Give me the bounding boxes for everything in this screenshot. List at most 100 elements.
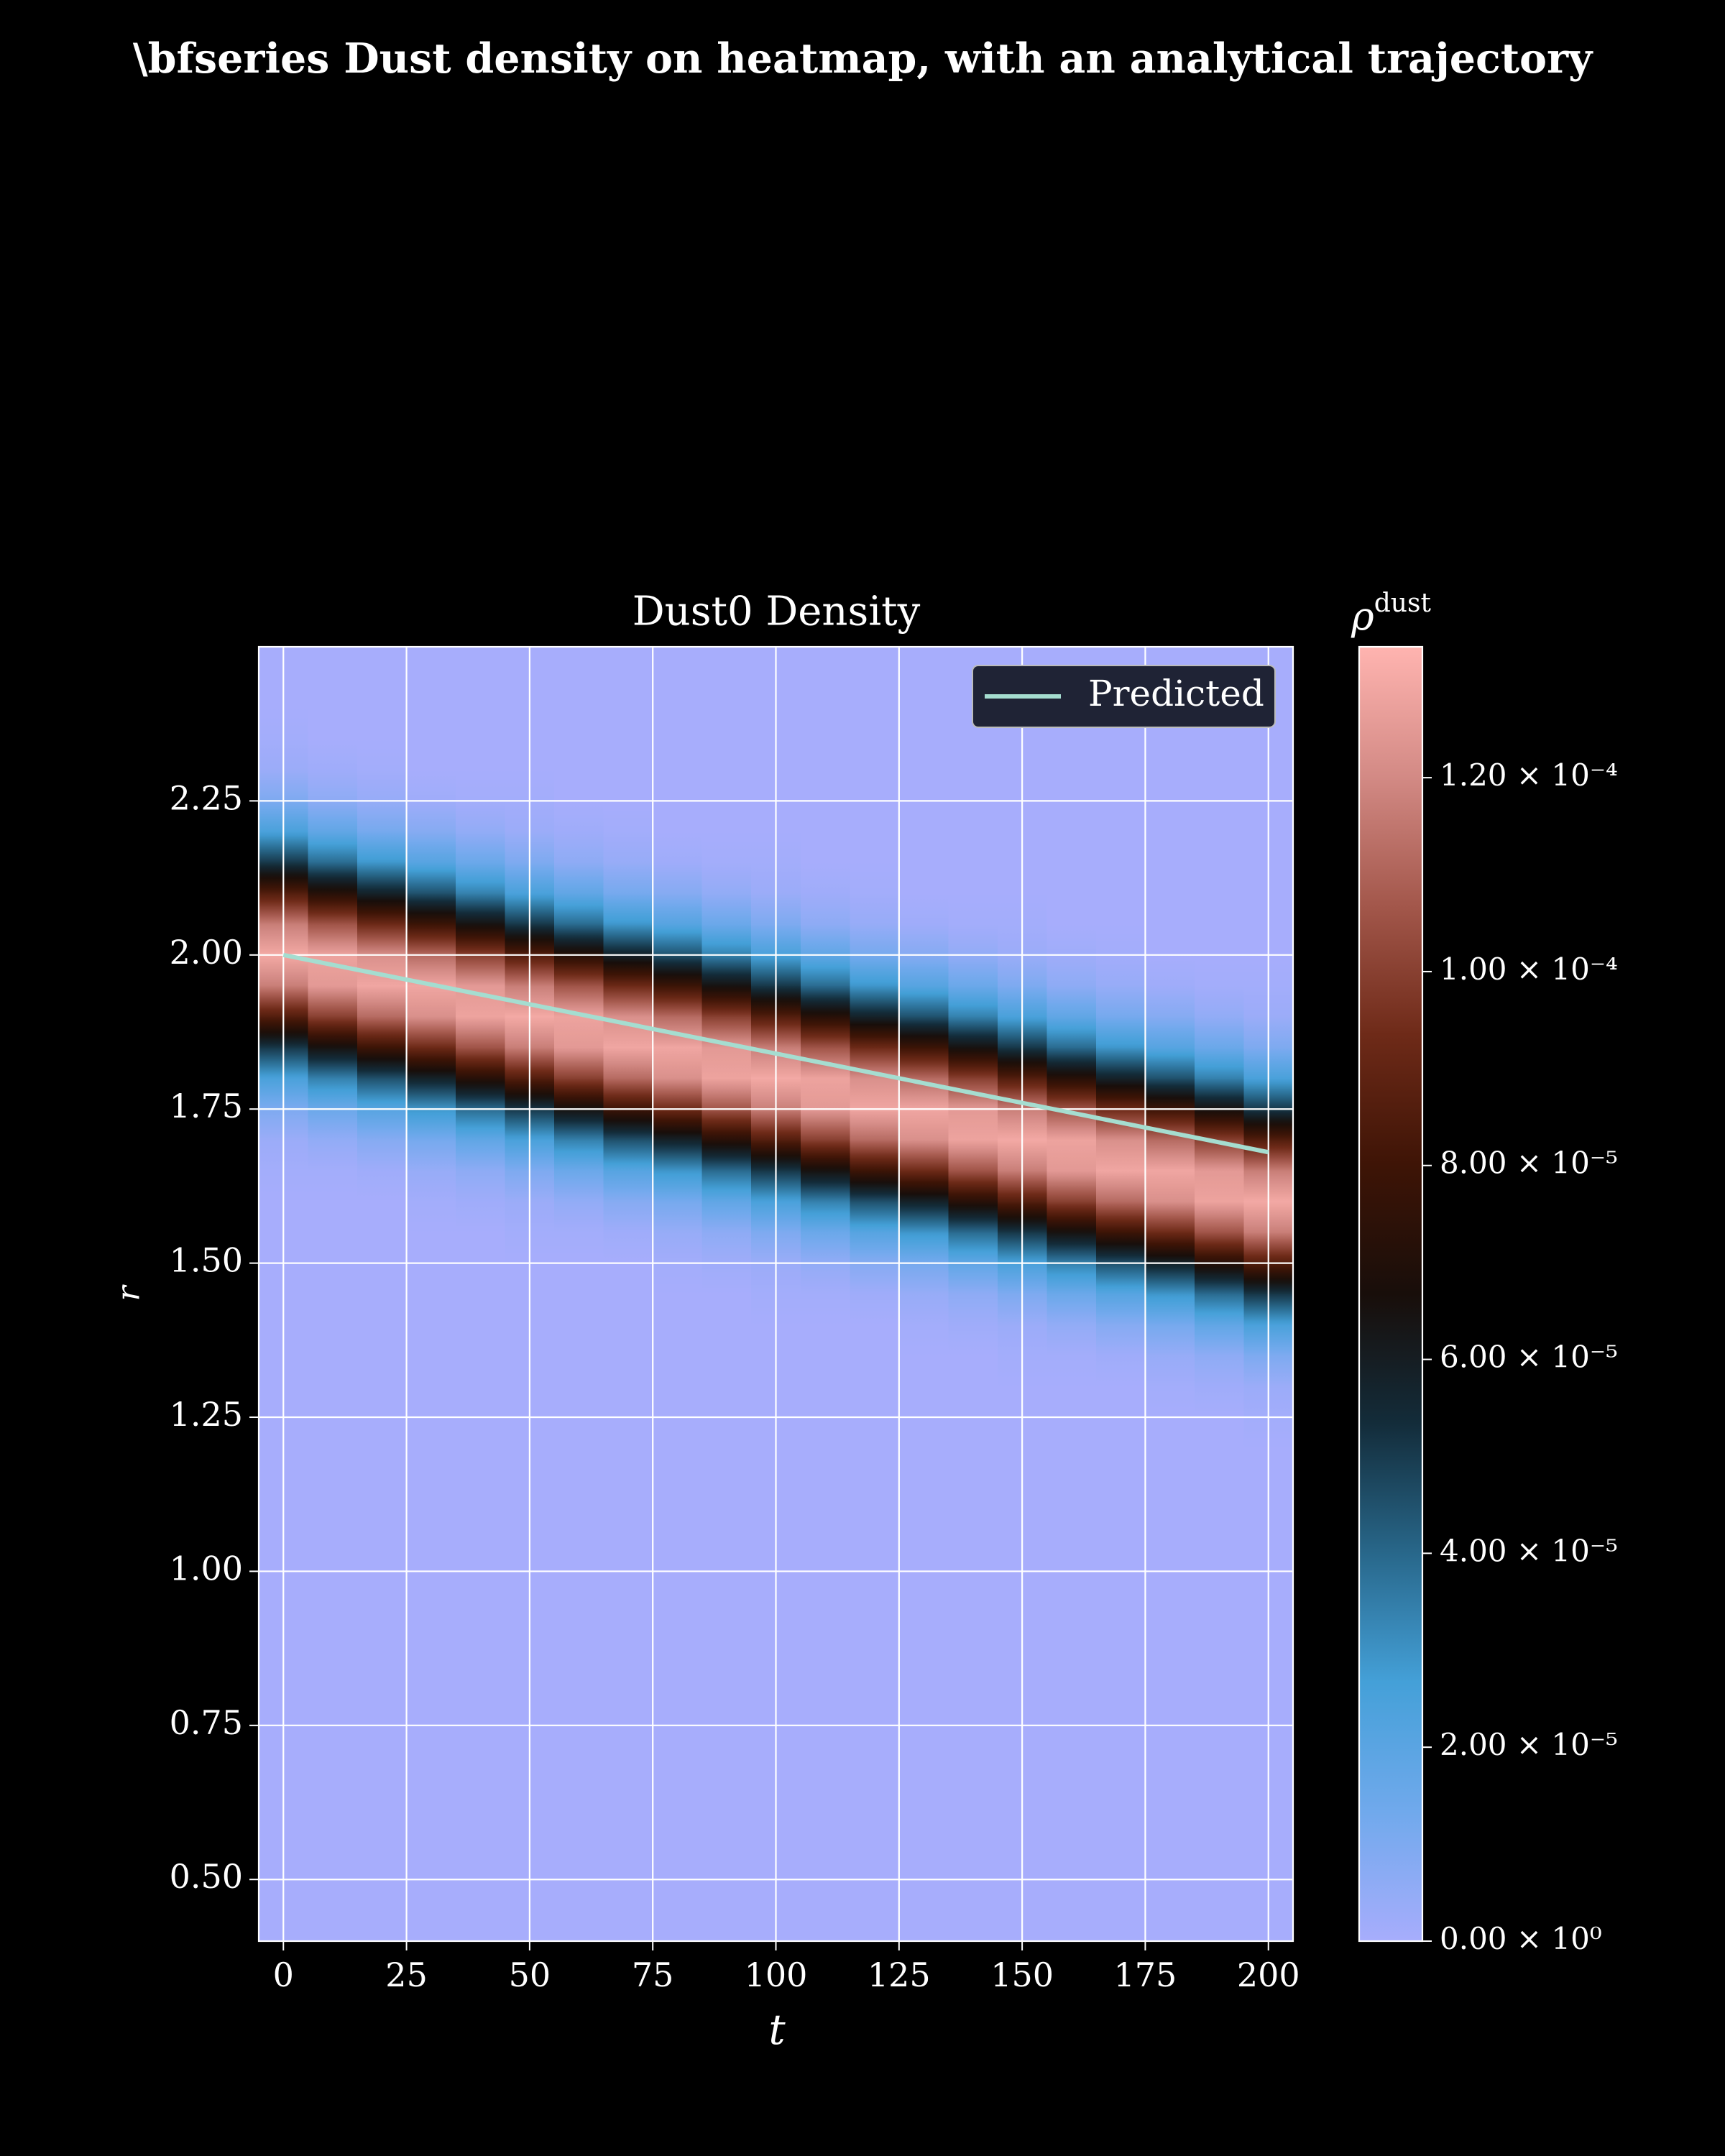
- heatmap-cell: [406, 647, 456, 678]
- heatmap-cell: [850, 801, 899, 832]
- heatmap-cell: [948, 1263, 998, 1294]
- heatmap-cell: [948, 1294, 998, 1325]
- heatmap-cell: [653, 1355, 702, 1387]
- heatmap-cell: [456, 1140, 505, 1171]
- heatmap-cell: [850, 1694, 899, 1726]
- heatmap-cell: [554, 1571, 604, 1603]
- heatmap-cell: [406, 1818, 456, 1849]
- heatmap-cell: [554, 647, 604, 678]
- heatmap-cell: [702, 1325, 752, 1356]
- heatmap-cell: [1046, 1447, 1096, 1480]
- heatmap-cell: [406, 1232, 456, 1264]
- heatmap-cell: [1145, 1355, 1195, 1387]
- heatmap-cell: [898, 1355, 949, 1387]
- heatmap-cell: [850, 1848, 899, 1880]
- heatmap-cell: [357, 1047, 407, 1079]
- heatmap-cell: [1194, 1879, 1244, 1911]
- heatmap-cell: [1095, 1417, 1146, 1449]
- heatmap-cell: [898, 1386, 949, 1418]
- heatmap-cell: [406, 1725, 456, 1757]
- heatmap-cell: [406, 1078, 456, 1110]
- heatmap-cell: [406, 1447, 456, 1480]
- heatmap-cell: [948, 1725, 998, 1757]
- heatmap-cell: [948, 985, 998, 1018]
- heatmap-cell: [456, 1818, 505, 1849]
- heatmap-cell: [653, 1725, 702, 1757]
- heatmap-cell: [653, 1078, 702, 1110]
- heatmap-cell: [1145, 1910, 1195, 1942]
- heatmap-cell: [702, 1355, 752, 1387]
- heatmap-cell: [898, 923, 949, 956]
- heatmap-cell: [850, 677, 899, 709]
- heatmap-cell: [406, 739, 456, 771]
- heatmap-cell: [1095, 1509, 1146, 1542]
- x-tick-label: 125: [868, 1955, 931, 1994]
- heatmap-cell: [456, 1294, 505, 1325]
- heatmap-cell: [456, 1355, 505, 1387]
- heatmap-cell: [554, 1047, 604, 1079]
- heatmap-cell: [308, 1263, 358, 1294]
- heatmap-cell: [308, 1694, 358, 1726]
- heatmap-cell: [1095, 1232, 1146, 1264]
- heatmap-cell: [1046, 1787, 1096, 1818]
- heatmap-cell: [850, 708, 899, 740]
- heatmap-cell: [702, 1263, 752, 1294]
- heatmap-cell: [702, 1848, 752, 1880]
- heatmap-cell: [948, 1016, 998, 1048]
- heatmap-cell: [800, 923, 850, 956]
- heatmap-cell: [898, 1694, 949, 1726]
- legend-box: [972, 665, 1276, 728]
- heatmap-cell: [1095, 862, 1146, 894]
- heatmap-cell: [653, 1787, 702, 1818]
- heatmap-cell: [554, 708, 604, 740]
- heatmap-cell: [1095, 1355, 1146, 1387]
- heatmap-cell: [554, 1818, 604, 1849]
- heatmap-cell: [603, 708, 653, 740]
- heatmap-cell: [1095, 1294, 1146, 1325]
- heatmap-cell: [898, 1232, 949, 1264]
- heatmap-cell: [1145, 1201, 1195, 1233]
- heatmap-cell: [653, 1879, 702, 1911]
- heatmap-cell: [603, 1355, 653, 1387]
- heatmap-cell: [1194, 862, 1244, 894]
- heatmap-cell: [653, 1910, 702, 1942]
- heatmap-cell: [948, 1417, 998, 1449]
- heatmap-cell: [800, 1417, 850, 1449]
- x-tick-label: 75: [632, 1955, 674, 1994]
- heatmap-cell: [456, 708, 505, 740]
- heatmap-cell: [456, 801, 505, 832]
- heatmap-cell: [1095, 1602, 1146, 1634]
- heatmap-cell: [850, 1109, 899, 1141]
- heatmap-cell: [1046, 1170, 1096, 1202]
- heatmap-cell: [1046, 1355, 1096, 1387]
- heatmap-cell: [898, 954, 949, 987]
- heatmap-cell: [1046, 1694, 1096, 1726]
- heatmap-cell: [1194, 1355, 1244, 1387]
- heatmap-cell: [850, 862, 899, 894]
- heatmap-cell: [800, 1756, 850, 1788]
- y-tick-label: 1.00: [170, 1549, 243, 1588]
- heatmap-cell: [1194, 1016, 1244, 1048]
- heatmap-cell: [653, 1325, 702, 1356]
- heatmap-cell: [1095, 1047, 1146, 1079]
- heatmap-cell: [308, 1294, 358, 1325]
- heatmap-cell: [702, 985, 752, 1018]
- heatmap-cell: [603, 1602, 653, 1634]
- heatmap-cell: [406, 1201, 456, 1233]
- heatmap-cell: [1145, 1016, 1195, 1048]
- heatmap-cell: [948, 1201, 998, 1233]
- x-axis-label: t: [768, 2005, 786, 2054]
- heatmap-cell: [653, 1664, 702, 1695]
- heatmap-cell: [948, 1787, 998, 1818]
- heatmap-cell: [702, 1109, 752, 1141]
- heatmap-cell: [406, 1756, 456, 1788]
- heatmap-cell: [456, 893, 505, 925]
- heatmap-cell: [800, 1818, 850, 1849]
- heatmap-cell: [456, 1787, 505, 1818]
- heatmap-cell: [1046, 862, 1096, 894]
- heatmap-cell: [1145, 1078, 1195, 1110]
- heatmap-cell: [554, 1540, 604, 1572]
- heatmap-cell: [603, 1633, 653, 1664]
- heatmap-cell: [554, 1325, 604, 1356]
